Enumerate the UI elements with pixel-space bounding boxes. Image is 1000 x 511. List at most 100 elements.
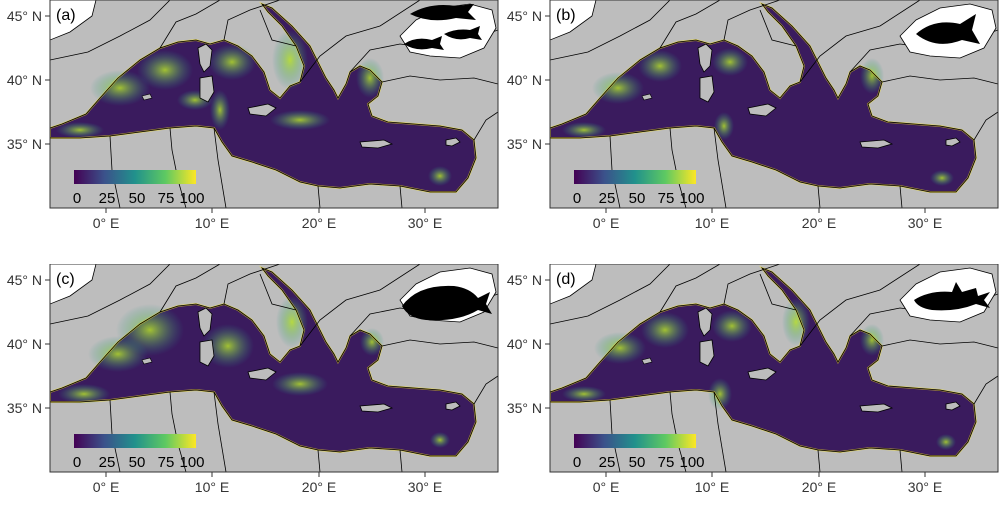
- crete-island: [859, 403, 894, 413]
- coastline-outline: [550, 267, 977, 457]
- hotspot: [360, 328, 384, 356]
- colorbar-tick-label: 0: [573, 190, 581, 207]
- sicily-island: [747, 103, 777, 117]
- plot-border: [49, 264, 499, 473]
- panel-label: (b): [556, 7, 576, 24]
- colorbar-tick-label: 0: [73, 454, 81, 471]
- hotspot: [272, 30, 308, 90]
- hotspot: [276, 296, 308, 348]
- lat-tick-label: 35° N: [7, 136, 42, 152]
- colorbar-tick-label: 0: [573, 454, 581, 471]
- crete-island: [359, 403, 394, 413]
- corsica-island: [197, 307, 213, 337]
- lon-tick-label: 20° E: [302, 479, 336, 495]
- sardinia-island: [699, 75, 715, 103]
- lon-tick-label: 30° E: [908, 215, 942, 231]
- colorbar-tick-label: 50: [129, 190, 146, 207]
- colorbar-gradient: [574, 170, 696, 184]
- lat-tick-label: 45° N: [7, 272, 42, 288]
- lon-tick-label: 0° E: [93, 479, 120, 495]
- density-hotspots: [550, 1, 978, 193]
- cyprus-island: [445, 137, 461, 147]
- panel-a: (a) 45° N 40° N 35° N 0° E 10° E 20° E 3…: [0, 0, 500, 247]
- longitude-axis: 0° E 10° E 20° E 30° E: [93, 472, 442, 495]
- plot-border: [549, 264, 999, 473]
- coastline-outline: [50, 3, 477, 193]
- atlantic-area: [50, 264, 97, 305]
- longitude-axis: 0° E 10° E 20° E 30° E: [593, 472, 942, 495]
- sicily-island: [247, 103, 277, 117]
- colorbar: 0 25 50 75 100: [73, 434, 205, 471]
- latitude-axis: 45° N 40° N 35° N: [507, 272, 550, 416]
- colorbar-tick-label: 100: [179, 190, 204, 207]
- colorbar: 0 25 50 75 100: [73, 170, 205, 207]
- corsica-island: [197, 43, 213, 73]
- plot-border: [549, 0, 999, 209]
- panel-label: (d): [556, 271, 576, 288]
- colorbar-tick-label: 100: [679, 190, 704, 207]
- atlantic-area: [50, 0, 97, 41]
- hotspot: [58, 384, 110, 404]
- colorbar-tick-label: 75: [158, 454, 175, 471]
- sicily-island: [247, 367, 277, 381]
- longitude-axis: 0° E 10° E 20° E 30° E: [593, 208, 942, 231]
- shark-icon: [914, 282, 990, 311]
- fish-group-icon: [404, 4, 482, 50]
- colorbar-tick-label: 100: [179, 454, 204, 471]
- cyprus-island: [445, 401, 461, 411]
- sardinia-island: [199, 75, 215, 103]
- hotspot: [210, 90, 230, 130]
- colorbar-tick-label: 25: [99, 190, 116, 207]
- hotspot: [594, 332, 646, 364]
- sicily-island: [747, 367, 777, 381]
- balearic-island: [141, 93, 153, 101]
- lon-tick-label: 20° E: [302, 215, 336, 231]
- hotspot: [712, 310, 752, 342]
- colorbar-tick-label: 75: [658, 190, 675, 207]
- lat-tick-label: 40° N: [507, 72, 542, 88]
- lat-tick-label: 40° N: [507, 336, 542, 352]
- colorbar-tick-label: 75: [658, 454, 675, 471]
- hotspot: [860, 58, 884, 94]
- lon-tick-label: 10° E: [195, 479, 229, 495]
- sardinia-island: [699, 339, 715, 367]
- longitude-axis: 0° E 10° E 20° E 30° E: [93, 208, 442, 231]
- lon-tick-label: 20° E: [802, 479, 836, 495]
- hotspot: [56, 122, 104, 138]
- colorbar-gradient: [574, 434, 696, 448]
- colorbar-tick-label: 25: [599, 190, 616, 207]
- latitude-axis: 45° N 40° N 35° N: [7, 272, 50, 416]
- hotspot: [208, 44, 256, 80]
- lat-tick-label: 45° N: [507, 272, 542, 288]
- hotspot: [714, 112, 734, 140]
- lat-tick-label: 45° N: [7, 8, 42, 24]
- hotspot: [88, 336, 148, 372]
- atlantic-area: [550, 0, 597, 41]
- panel-c: (c) 45° N 40° N 35° N 0° E 10° E 20° E 3…: [0, 264, 500, 511]
- lon-tick-label: 0° E: [593, 479, 620, 495]
- coastline-outline: [50, 267, 477, 457]
- hotspot: [137, 50, 193, 90]
- panel-b: (b) 45° N 40° N 35° N 0° E 10° E 20° E 3…: [500, 0, 1000, 247]
- plot-border: [49, 0, 499, 209]
- hotspot: [936, 434, 956, 450]
- lon-tick-label: 30° E: [908, 479, 942, 495]
- hotspot: [562, 386, 606, 402]
- lon-tick-label: 30° E: [408, 479, 442, 495]
- lon-tick-label: 30° E: [408, 215, 442, 231]
- whale-icon: [402, 285, 492, 321]
- tuna-icon: [916, 14, 980, 44]
- panel-label: (c): [56, 271, 75, 288]
- colorbar-tick-label: 0: [73, 190, 81, 207]
- hotspot: [592, 72, 644, 104]
- crete-island: [359, 139, 394, 149]
- density-hotspots: [550, 265, 978, 457]
- atlantic-area: [550, 264, 597, 305]
- colorbar-gradient: [74, 434, 196, 448]
- colorbar-tick-label: 25: [599, 454, 616, 471]
- corsica-island: [697, 43, 713, 73]
- lon-tick-label: 10° E: [195, 215, 229, 231]
- density-hotspots: [50, 265, 478, 457]
- latitude-axis: 45° N 40° N 35° N: [7, 8, 50, 152]
- hotspot: [202, 324, 254, 368]
